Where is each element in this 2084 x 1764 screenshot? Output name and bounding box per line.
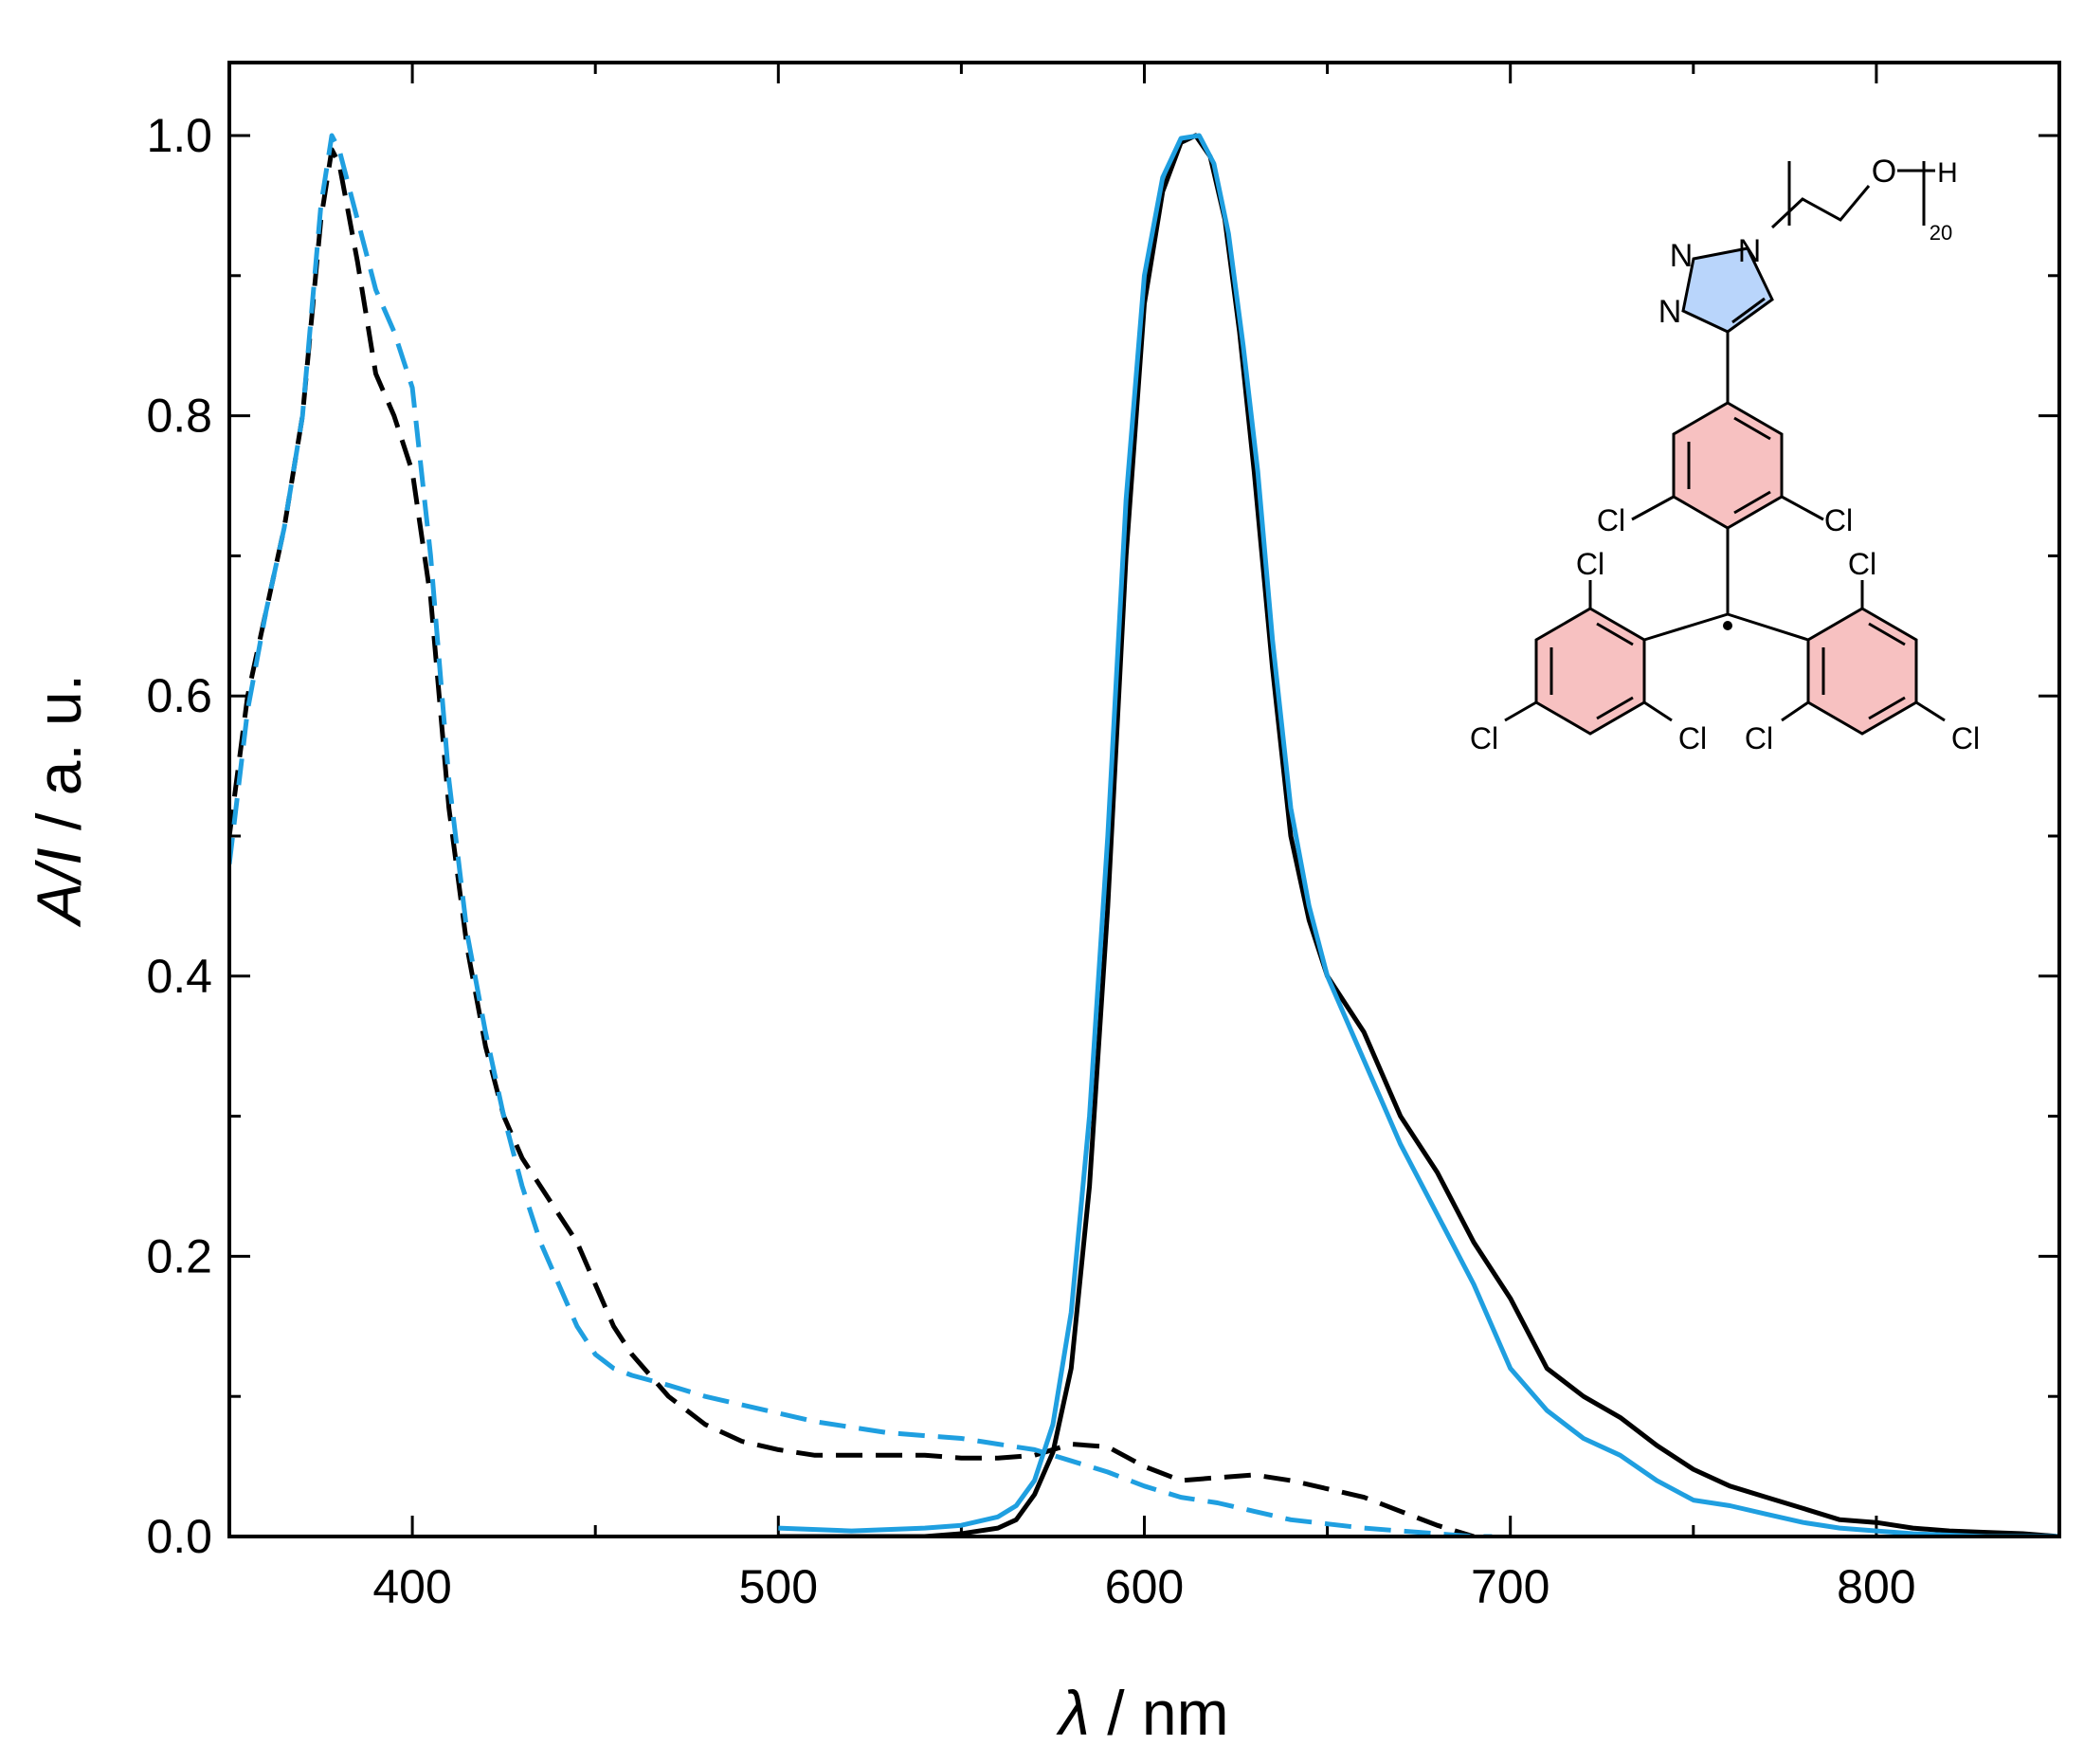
atom-label-n: N (1738, 233, 1762, 269)
atom-label-n: N (1670, 238, 1694, 274)
bond (1915, 700, 1946, 722)
atom-label-n: N (1658, 294, 1682, 330)
atom-label-cl: Cl (1745, 721, 1773, 755)
x-tick-label: 500 (739, 1560, 818, 1613)
bond (1733, 490, 1771, 515)
bond (1643, 612, 1729, 642)
absorption-series-black (229, 147, 1475, 1537)
bond (1868, 622, 1906, 646)
bond (1731, 297, 1766, 324)
emission-series-black (778, 133, 2059, 1537)
x-tick-label: 400 (372, 1560, 451, 1613)
y-axis-label-symbol: A/I (24, 847, 94, 928)
atom-label-o: O (1872, 154, 1896, 190)
x-axis-label-unit: / nm (1090, 1678, 1229, 1748)
series-layer (229, 133, 2059, 1537)
absorption-series-blue (229, 133, 1493, 1537)
atom-label-cl: Cl (1470, 721, 1498, 755)
molecule-labels: N N N O H 20 Cl Cl Cl Cl Cl Cl Cl Cl (1470, 154, 1980, 755)
bond (1596, 696, 1634, 720)
x-axis-label: λ / nm (1056, 1678, 1228, 1748)
atom-label-cl: Cl (1678, 721, 1707, 755)
emission-series-blue (778, 133, 2059, 1537)
y-tick-label: 0.6 (146, 669, 212, 722)
y-axis-label-unit: / a. u. (24, 674, 94, 847)
bond (1596, 622, 1634, 646)
y-axis-label: A/I / a. u. (24, 674, 94, 928)
tick-labels: 400 500 600 700 800 0.0 0.2 0.4 0.6 0.8 1.0 (146, 109, 1915, 1613)
bond (1643, 700, 1673, 722)
y-tick-label: 1.0 (146, 109, 212, 162)
x-axis-label-symbol: λ (1056, 1678, 1089, 1748)
y-tick-label: 0.0 (146, 1510, 212, 1563)
bond (1727, 612, 1809, 642)
atom-label-h: H (1937, 157, 1958, 189)
x-tick-label: 700 (1471, 1560, 1549, 1613)
plot-frame (227, 61, 2061, 1538)
repeat-count: 20 (1930, 221, 1952, 245)
x-tick-label: 600 (1105, 1560, 1184, 1613)
atom-label-cl: Cl (1576, 547, 1604, 581)
atom-label-cl: Cl (1824, 503, 1853, 537)
bond (1781, 700, 1809, 722)
atom-label-cl: Cl (1597, 503, 1625, 537)
atom-label-cl: Cl (1951, 721, 1980, 755)
bond (1504, 700, 1537, 722)
atom-label-cl: Cl (1848, 547, 1876, 581)
bond (1781, 495, 1824, 521)
molecule-structure (1504, 161, 1946, 736)
bond (1733, 416, 1771, 441)
peg-chain (1770, 185, 1871, 229)
x-tick-label: 800 (1837, 1560, 1915, 1613)
bond (1631, 495, 1675, 521)
radical-dot (1723, 621, 1732, 630)
y-tick-label: 0.4 (146, 950, 212, 1003)
bond (1868, 696, 1906, 720)
y-tick-label: 0.2 (146, 1229, 212, 1282)
y-tick-label: 0.8 (146, 390, 212, 443)
